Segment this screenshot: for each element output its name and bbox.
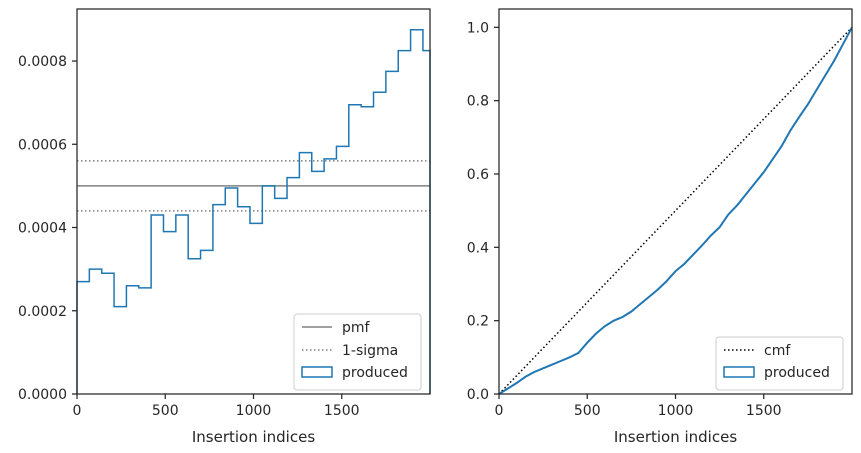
x-tick-label: 1000 (658, 403, 694, 419)
legend-produced-swatch (301, 366, 333, 378)
left-chart-legend: pmf 1-sigma produced (293, 313, 422, 391)
axes-frame (498, 8, 853, 395)
series-cmf-line (498, 26, 853, 395)
legend-produced-label: produced (342, 365, 408, 381)
left-chart-axes: 0 500 1000 1500 0.0000 0.0002 0.0004 0.0006 0.00… (18, 8, 431, 419)
legend-cmf-label: cmf (764, 343, 791, 359)
y-tick-label: 0.0000 (18, 387, 67, 403)
y-tick-label: 0.0008 (18, 54, 67, 70)
legend-produced-label: produced (764, 365, 830, 381)
y-tick-label: 1.0 (467, 20, 489, 36)
series-produced-line (498, 26, 853, 395)
y-tick-label: 0.8 (467, 94, 489, 110)
right-chart-axes: 0 500 1000 1500 0.0 0.2 0.4 0.6 0.8 1.0 (467, 8, 853, 419)
right-chart: 0 500 1000 1500 0.0 0.2 0.4 0.6 0.8 1.0 Insertion… (467, 8, 853, 446)
x-tick-label: 500 (574, 403, 601, 419)
legend-produced-swatch (723, 366, 755, 378)
x-tick-label: 1000 (236, 403, 272, 419)
legend-pmf-label: pmf (342, 320, 371, 336)
right-chart-x-axis-label: Insertion indices (614, 428, 737, 446)
y-tick-label: 0.0004 (18, 221, 67, 237)
x-tick-label: 0 (73, 403, 82, 419)
x-tick-label: 1500 (324, 403, 360, 419)
right-chart-marks (498, 26, 853, 395)
y-tick-label: 0.0 (467, 387, 489, 403)
y-tick-label: 0.0006 (18, 137, 67, 153)
series-produced-histogram (76, 29, 431, 394)
legend-box (293, 313, 422, 391)
y-tick-label: 0.0002 (18, 304, 67, 320)
x-tick-label: 0 (495, 403, 504, 419)
left-chart-marks (76, 29, 431, 394)
y-tick-label: 0.2 (467, 314, 489, 330)
y-tick-label: 0.4 (467, 240, 489, 256)
y-tick-label: 0.6 (467, 167, 489, 183)
left-chart: 0 500 1000 1500 0.0000 0.0002 0.0004 0.0006 0.00… (18, 8, 431, 446)
right-chart-legend: cmf produced (715, 336, 844, 391)
x-tick-label: 500 (152, 403, 179, 419)
left-chart-x-axis-label: Insertion indices (192, 428, 315, 446)
legend-1-sigma-label: 1-sigma (342, 343, 398, 359)
x-tick-label: 1500 (746, 403, 782, 419)
